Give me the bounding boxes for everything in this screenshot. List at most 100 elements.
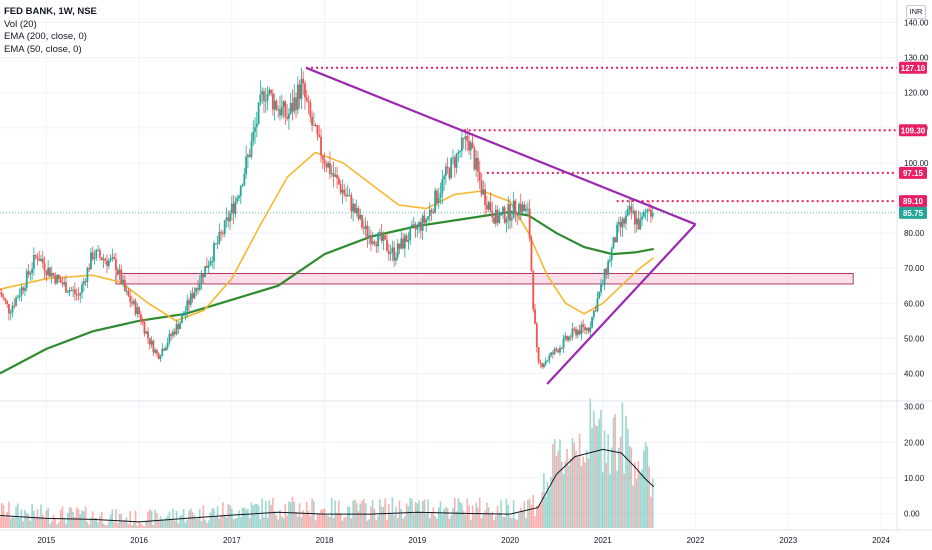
volume-bar [537,506,540,528]
candle-body [134,300,137,314]
candle-body [591,316,593,328]
candle-body [300,78,303,99]
volume-bar [163,519,165,528]
candle-body [589,327,592,332]
candle-body [49,267,51,277]
volume-bar [213,508,215,528]
candle-body [353,203,356,213]
candle-body [41,258,44,264]
candle-body [569,336,572,338]
volume-bar [13,517,16,528]
candle-body [268,89,271,94]
candle-body [90,252,92,270]
volume-bar [165,517,167,528]
volume-bar [418,500,420,528]
volume-bar [634,462,636,528]
candle-body [500,212,503,216]
volume-axis[interactable]: 0.00 10.00 20.00 30.00 [904,403,925,519]
volume-bar [585,450,588,528]
candle-body [366,225,369,239]
candle-body [361,214,363,228]
candle-body [532,270,535,310]
year-tick-label: 2020 [501,536,519,545]
candle-body [40,258,42,261]
candle-body [107,260,110,266]
volume-bar [650,496,652,528]
volume-bar [316,513,319,528]
candle-body [430,210,433,212]
price-tick-label: 80.00 [904,229,925,238]
candle-body [115,259,117,271]
candle-body [509,204,511,221]
volume-bar [79,514,82,528]
candle-body [18,295,21,298]
volume-bar [181,514,183,528]
candle-body [109,258,112,261]
symbol-title[interactable]: FED BANK, 1W, NSE [4,6,97,17]
candle-body [243,173,246,186]
volume-bar [375,520,378,528]
volume-bar [427,499,429,528]
candle-body [580,324,583,335]
volume-bar [612,417,615,528]
candle-body [528,208,531,239]
volume-bar [157,519,160,528]
volume-tick-label: 10.00 [904,474,925,483]
candle-body [475,157,478,170]
volume-bar [552,444,554,528]
candle-body [437,197,440,203]
volume-bar [584,462,586,528]
candle-body [100,257,103,261]
candle-body [419,222,422,231]
volume-bar [550,477,552,528]
candle-body [314,125,317,127]
candle-body [423,215,426,223]
volume-bar [40,504,42,528]
ema-200-label[interactable]: EMA (200, close, 0) [4,31,87,42]
candle-body [485,204,488,210]
volume-bar [136,525,139,528]
candle-body [323,159,326,164]
volume-bar [530,505,533,528]
candle-body [503,207,506,223]
candle-body [143,322,146,334]
currency-badge[interactable]: INR [906,5,926,19]
candle-body [535,323,538,348]
candle-body [487,202,490,210]
volume-bar [198,508,201,528]
volume-bar [594,424,597,528]
volume-bar [116,523,119,528]
volume-bar [505,498,508,528]
time-axis[interactable]: 2015 2016 2017 2018 2019 2020 2021 2022 2023 2024 [37,536,890,545]
trendline[interactable] [546,223,697,385]
ema-50-label[interactable]: EMA (50, close, 0) [4,43,82,55]
volume-bar [305,501,308,528]
price-tick-label: 40.00 [904,369,925,378]
year-tick-label: 2024 [872,536,890,545]
volume-bar [459,501,461,528]
candle-body [628,206,631,210]
volume-bar [145,521,148,528]
volume-bar [637,460,640,528]
price-label-badge [899,124,927,137]
volume-bar [263,517,265,528]
volume-bar [54,518,57,528]
candle-body [227,217,230,222]
volume-bar [577,457,579,528]
candle-body [13,305,16,307]
volume-bar [448,519,451,528]
candle-body [27,271,30,275]
candle-body [578,330,581,335]
volume-bar [564,461,567,528]
candle-body [168,333,171,343]
candle-body [61,282,64,285]
volume-bar [90,517,92,528]
candle-body [610,248,613,260]
candle-body [384,235,387,240]
volume-indicator-label[interactable]: Vol (20) [4,18,37,30]
candle-body [566,336,569,341]
year-tick-label: 2016 [130,536,148,545]
volume-bar [509,516,511,528]
trendline[interactable] [305,66,696,226]
